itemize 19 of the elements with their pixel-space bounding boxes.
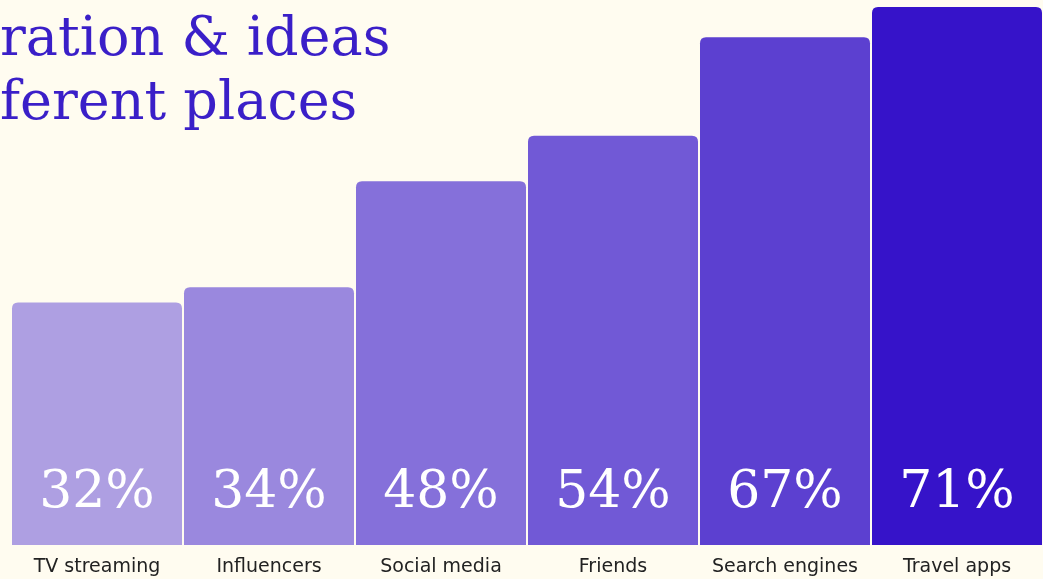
x-tick-label: Travel apps	[901, 554, 1012, 576]
x-tick-label: Search engines	[711, 554, 859, 576]
data-label: 34%	[211, 459, 327, 519]
data-label: 71%	[899, 459, 1015, 519]
bar	[528, 135, 698, 545]
x-tick-label: TV streaming	[32, 554, 161, 576]
bar	[872, 7, 1042, 545]
data-label: 48%	[383, 459, 499, 519]
x-tick-label: Influencers	[216, 554, 322, 576]
text: ration & ideas ferent places	[0, 5, 391, 132]
x-tick-label: Friends	[578, 554, 648, 576]
x-tick-label: Social media	[380, 554, 502, 576]
bar	[356, 181, 526, 545]
bar	[700, 37, 870, 545]
data-label: 67%	[727, 459, 843, 519]
data-label: 54%	[555, 459, 671, 519]
bar	[12, 302, 182, 545]
data-label: 32%	[39, 459, 155, 519]
bar	[184, 287, 354, 545]
